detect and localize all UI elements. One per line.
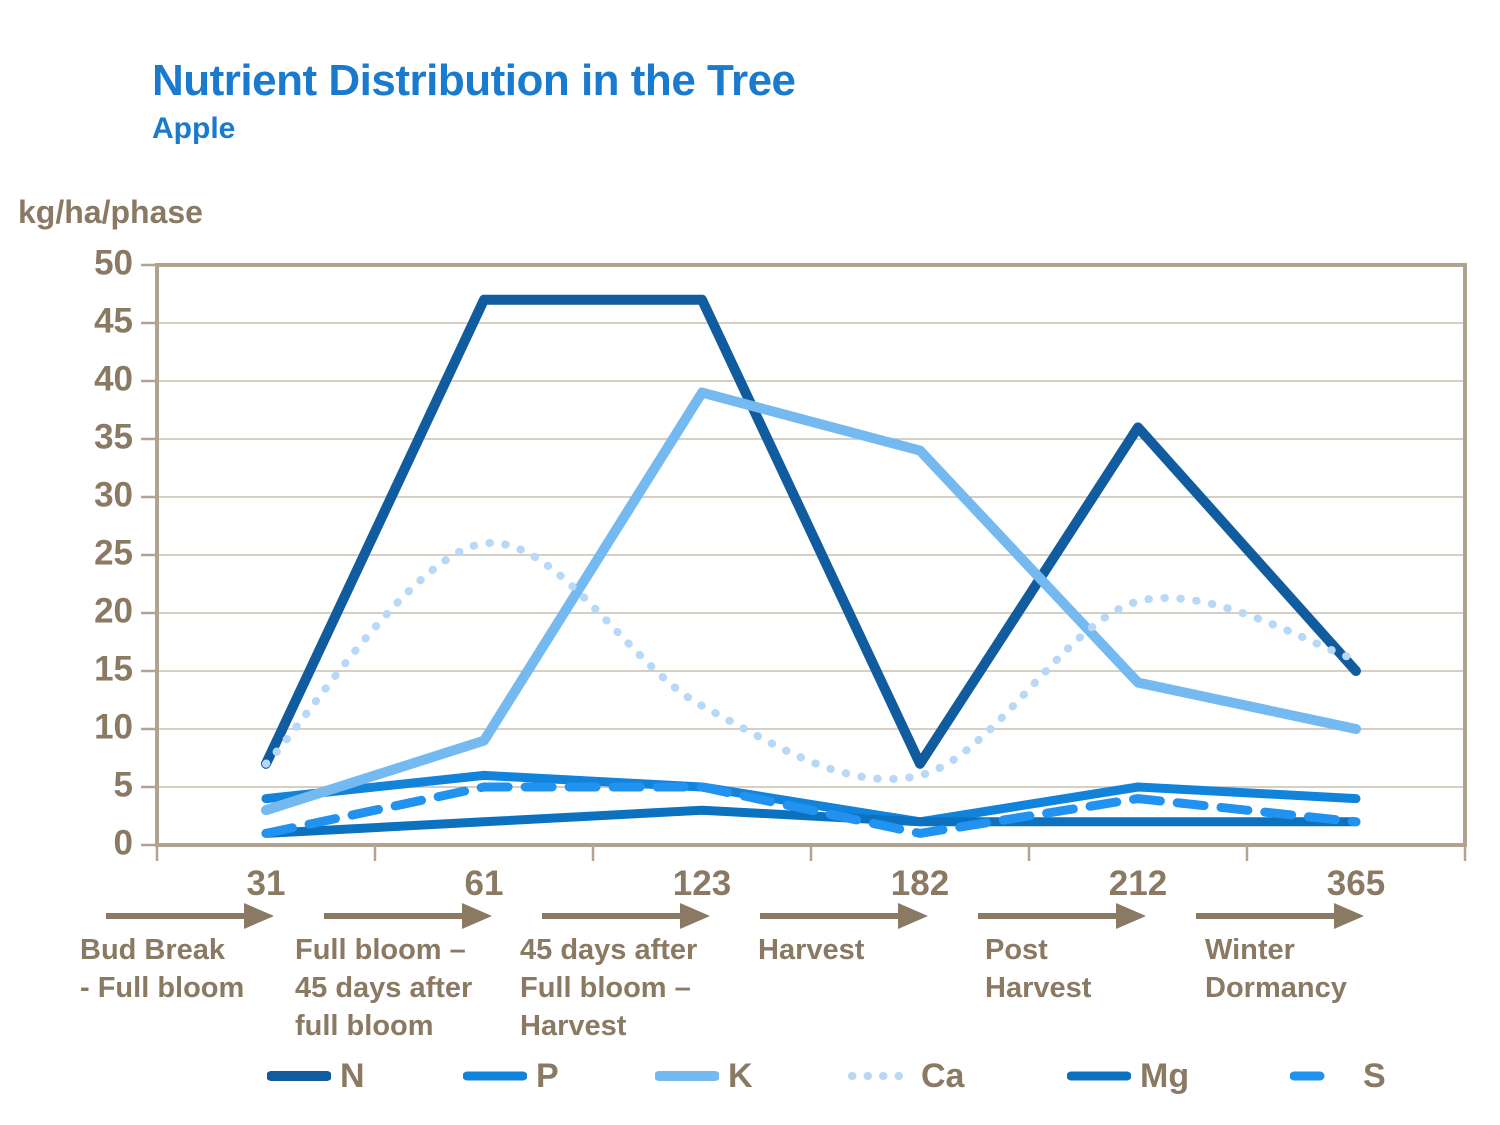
- phase-arrow-head: [244, 903, 274, 929]
- legend-label-n: N: [340, 1056, 365, 1095]
- legend-swatch-mg: [1067, 1071, 1131, 1081]
- legend-item-k: K: [655, 1052, 753, 1100]
- legend-label-mg: Mg: [1140, 1056, 1190, 1095]
- phase-arrow-head: [898, 903, 928, 929]
- legend-item-n: N: [267, 1052, 365, 1100]
- series-line-Ca: [262, 539, 1360, 783]
- legend-swatch-ca: [848, 1072, 912, 1080]
- plot-border: [155, 263, 1467, 847]
- legend-item-s: S: [1290, 1052, 1386, 1100]
- legend-swatch-s: [1290, 1071, 1325, 1081]
- page-subtitle: Apple: [152, 112, 236, 145]
- page-title: Nutrient Distribution in the Tree: [152, 56, 796, 105]
- legend-item-mg: Mg: [1067, 1052, 1189, 1100]
- phase-arrow-head: [1334, 903, 1364, 929]
- legend-swatch-p: [463, 1071, 527, 1081]
- phase-arrow-head: [680, 903, 710, 929]
- legend-item-p: P: [463, 1052, 559, 1100]
- series-line-Mg: [261, 805, 1361, 838]
- series-line-K: [261, 387, 1361, 816]
- legend-swatch-k: [655, 1071, 719, 1081]
- legend-swatch-n: [267, 1071, 331, 1081]
- legend-label-s: S: [1363, 1056, 1386, 1095]
- legend-label-p: P: [536, 1056, 559, 1095]
- series-line-P: [261, 770, 1361, 827]
- legend-label-ca: Ca: [921, 1056, 965, 1095]
- series-line-S: [261, 782, 1361, 838]
- legend-label-k: K: [728, 1056, 753, 1095]
- legend-item-ca: Ca: [848, 1052, 964, 1100]
- series-line-N: [261, 294, 1361, 769]
- y-axis-title: kg/ha/phase: [18, 194, 203, 230]
- phase-arrow-head: [1116, 903, 1146, 929]
- phase-arrow-head: [462, 903, 492, 929]
